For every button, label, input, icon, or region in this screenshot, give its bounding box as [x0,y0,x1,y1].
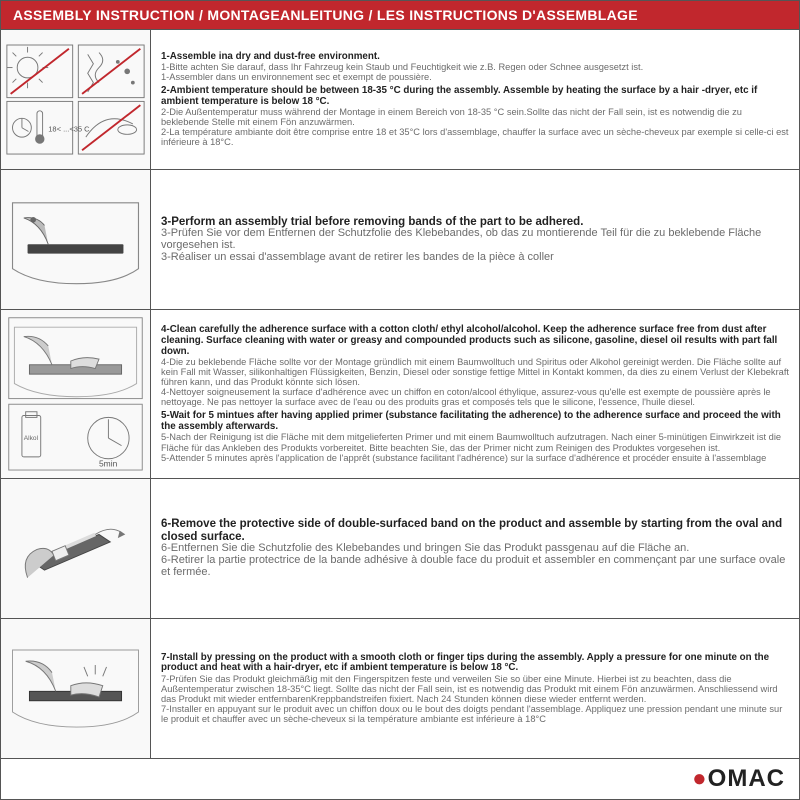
row-4-text: 6-Remove the protective side of double-s… [151,479,799,618]
svg-text:18< ...<35 C: 18< ...<35 C [48,124,90,133]
row-3: Alkol 5min 4-Clean carefully the adheren… [1,310,799,479]
step-2-en: 2-Ambient temperature should be between … [161,85,757,107]
step-1-de: 1-Bitte achten Sie darauf, dass Ihr Fahr… [161,62,789,72]
step-3-de: 3-Prüfen Sie vor dem Entfernen der Schut… [161,228,789,252]
step-7-en: 7-Install by pressing on the product wit… [161,652,769,674]
row-4-illustration [1,479,151,618]
step-3-en: 3-Perform an assembly trial before remov… [161,216,583,228]
step-4-de: 4-Die zu beklebende Fläche sollte vor de… [161,357,789,387]
step-2-de: 2-Die Außentemperatur muss während der M… [161,107,789,127]
step-7-fr: 7-Installer en appuyant sur le produit a… [161,704,789,724]
step-5-en: 5-Wait for 5 mintues after having applie… [161,410,781,432]
step-6-en: 6-Remove the protective side of double-s… [161,518,782,542]
row-2-illustration [1,170,151,309]
row-4: 6-Remove the protective side of double-s… [1,479,799,619]
step-2-fr: 2-La température ambiante doit être comp… [161,127,789,147]
logo-text: OMAC [708,765,785,792]
step-1-fr: 1-Assembler dans un environnement sec et… [161,72,789,82]
instruction-rows: 18< ...<35 C 1-Assemble ina dry and dust… [1,30,799,759]
svg-text:5min: 5min [99,458,118,468]
step-6-fr: 6-Retirer la partie protectrice de la ba… [161,555,789,579]
row-1-illustration: 18< ...<35 C [1,30,151,169]
logo-dot-icon: ● [692,765,708,792]
row-5-text: 7-Install by pressing on the product wit… [151,619,799,758]
row-3-illustration: Alkol 5min [1,310,151,478]
step-5-de: 5-Nach der Reinigung ist die Fläche mit … [161,432,789,452]
svg-text:Alkol: Alkol [24,435,39,442]
row-2-text: 3-Perform an assembly trial before remov… [151,170,799,309]
page: ASSEMBLY INSTRUCTION / MONTAGEANLEITUNG … [1,1,799,799]
step-7: 7-Install by pressing on the product wit… [161,653,789,724]
header-bar: ASSEMBLY INSTRUCTION / MONTAGEANLEITUNG … [1,1,799,30]
step-3: 3-Perform an assembly trial before remov… [161,216,789,264]
row-1: 18< ...<35 C 1-Assemble ina dry and dust… [1,30,799,170]
row-5-illustration [1,619,151,758]
step-3-fr: 3-Réaliser un essai d'assemblage avant d… [161,252,789,264]
step-4-en: 4-Clean carefully the adherence surface … [161,324,777,356]
footer: ●OMAC [1,759,799,799]
step-5: 5-Wait for 5 mintues after having applie… [161,411,789,462]
step-4: 4-Clean carefully the adherence surface … [161,325,789,407]
step-2: 2-Ambient temperature should be between … [161,86,789,147]
row-1-text: 1-Assemble ina dry and dust-free environ… [151,30,799,169]
step-1-en: 1-Assemble ina dry and dust-free environ… [161,51,380,62]
step-7-de: 7-Prüfen Sie das Produkt gleichmäßig mit… [161,674,789,704]
step-5-fr: 5-Attender 5 minutes après l'application… [161,453,789,463]
row-3-text: 4-Clean carefully the adherence surface … [151,310,799,478]
row-5: 7-Install by pressing on the product wit… [1,619,799,759]
step-1: 1-Assemble ina dry and dust-free environ… [161,52,789,83]
step-4-fr: 4-Nettoyer soigneusement la surface d'ad… [161,387,789,407]
row-2: 3-Perform an assembly trial before remov… [1,170,799,310]
brand-logo: ●OMAC [692,765,785,793]
header-title: ASSEMBLY INSTRUCTION / MONTAGEANLEITUNG … [13,7,638,23]
step-6: 6-Remove the protective side of double-s… [161,518,789,578]
